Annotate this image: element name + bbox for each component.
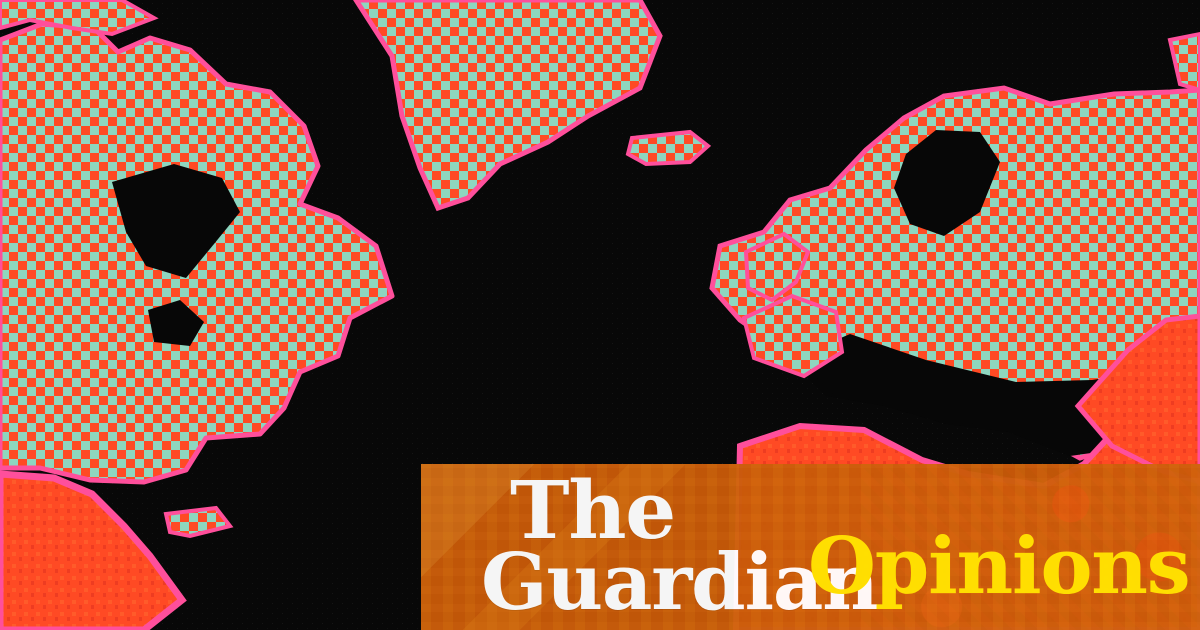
iceland-map-shape — [625, 129, 712, 167]
opinions-logo-panel: The Guardian Opinions — [421, 464, 1200, 630]
british-isles-map-shape — [743, 231, 811, 303]
spain-map-shape — [741, 293, 845, 379]
middle-east-map-shape — [1074, 313, 1200, 485]
greenland-map-shape — [353, 0, 663, 212]
europe-inland-sea — [894, 130, 1000, 236]
arctic-islands-map-shape — [0, 0, 159, 37]
wordmark-guardian: Guardian — [481, 537, 879, 628]
guardian-wordmark: The Guardian — [481, 464, 879, 628]
caribbean-islands-map-shape — [163, 505, 234, 539]
opinions-label: Opinions — [808, 521, 1191, 612]
north-america-coast-cutout — [148, 300, 204, 346]
asia-edge-map-shape — [1167, 31, 1200, 93]
central-america-map-shape — [0, 470, 187, 630]
north-america-inland-void — [112, 164, 240, 278]
wordmark-the: The — [510, 464, 676, 557]
